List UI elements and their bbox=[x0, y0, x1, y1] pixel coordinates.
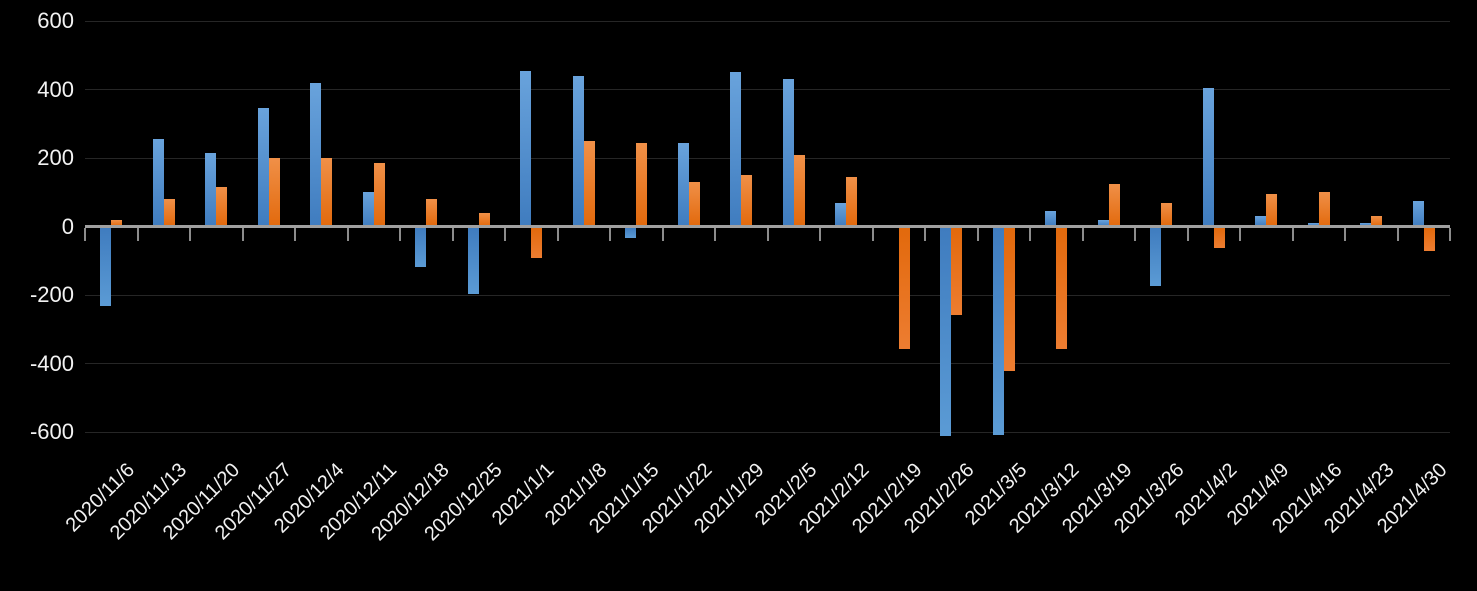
axis-tick bbox=[714, 227, 716, 241]
bar-orange bbox=[1056, 227, 1068, 350]
axis-tick bbox=[1081, 227, 1084, 241]
bar-blue bbox=[1202, 87, 1214, 227]
bar-orange bbox=[1266, 193, 1278, 227]
bar-blue bbox=[1045, 211, 1057, 227]
axis-tick bbox=[819, 227, 821, 241]
bar-orange bbox=[373, 163, 385, 227]
bar-orange bbox=[846, 176, 858, 227]
axis-tick bbox=[399, 227, 401, 241]
axis-tick bbox=[1449, 227, 1451, 241]
axis-tick bbox=[346, 227, 349, 241]
axis-tick bbox=[1186, 227, 1189, 241]
axis-tick bbox=[924, 227, 926, 241]
bar-blue bbox=[940, 227, 952, 437]
bar-orange bbox=[1318, 192, 1330, 227]
bar-blue bbox=[1097, 219, 1109, 227]
gridline bbox=[85, 294, 1450, 296]
bar-orange bbox=[583, 140, 595, 227]
bar-blue bbox=[782, 79, 794, 227]
bar-blue bbox=[310, 82, 322, 227]
y-axis-label: 0 bbox=[61, 213, 74, 239]
bar-orange bbox=[478, 212, 490, 227]
bar-orange bbox=[216, 187, 228, 227]
axis-tick bbox=[189, 227, 191, 241]
gridline bbox=[85, 363, 1450, 364]
y-axis-label: 600 bbox=[37, 8, 74, 33]
bar-orange bbox=[321, 158, 333, 227]
bar-blue bbox=[835, 202, 847, 227]
bar-orange bbox=[741, 175, 753, 227]
axis-tick bbox=[1029, 227, 1031, 241]
axis-tick bbox=[241, 227, 244, 241]
bar-orange bbox=[636, 142, 648, 227]
bar-orange bbox=[1003, 227, 1015, 372]
bar-blue bbox=[1412, 200, 1424, 227]
bar-blue bbox=[572, 75, 584, 227]
axis-tick bbox=[766, 227, 769, 241]
bar-blue bbox=[257, 108, 269, 227]
axis-tick bbox=[1291, 227, 1294, 241]
axis-tick bbox=[871, 227, 874, 241]
axis-tick bbox=[136, 227, 139, 241]
bar-blue bbox=[415, 227, 427, 267]
gridline bbox=[85, 157, 1450, 159]
bar-orange bbox=[688, 181, 700, 227]
gridline bbox=[85, 89, 1450, 90]
bar-blue bbox=[1360, 223, 1372, 227]
bar-blue bbox=[467, 227, 479, 295]
bar-orange bbox=[1108, 183, 1120, 227]
bar-orange bbox=[426, 199, 438, 227]
bar-blue bbox=[1307, 223, 1319, 227]
bar-blue bbox=[100, 227, 112, 307]
x-axis-line bbox=[85, 225, 1450, 228]
bar-orange bbox=[1161, 202, 1173, 227]
axis-tick bbox=[84, 227, 86, 241]
bar-orange bbox=[898, 227, 910, 350]
axis-tick bbox=[451, 227, 454, 241]
bar-orange bbox=[951, 227, 963, 315]
bar-orange bbox=[531, 227, 543, 259]
bar-orange bbox=[1371, 216, 1383, 227]
bar-orange bbox=[111, 219, 123, 227]
bar-blue bbox=[152, 139, 164, 227]
gridline bbox=[85, 431, 1450, 433]
bar-blue bbox=[205, 152, 217, 227]
axis-tick bbox=[1239, 227, 1241, 241]
bar-orange bbox=[268, 158, 280, 227]
axis-tick bbox=[556, 227, 559, 241]
bar-blue bbox=[992, 227, 1004, 435]
bar-blue bbox=[362, 192, 374, 227]
gridline bbox=[85, 20, 1450, 22]
axis-tick bbox=[294, 227, 296, 241]
y-axis-label: 400 bbox=[37, 76, 74, 102]
axis-tick bbox=[1134, 227, 1136, 241]
axis-tick bbox=[609, 227, 611, 241]
axis-tick bbox=[661, 227, 664, 241]
axis-tick bbox=[1344, 227, 1346, 241]
y-axis-label: -600 bbox=[29, 419, 74, 444]
y-axis-label: -400 bbox=[29, 350, 74, 376]
bar-orange bbox=[1423, 227, 1435, 252]
bar-blue bbox=[677, 142, 689, 227]
bar-blue bbox=[1150, 227, 1162, 286]
bar-blue bbox=[625, 227, 637, 238]
bar-orange bbox=[163, 199, 175, 227]
axis-tick bbox=[504, 227, 506, 241]
bar-blue bbox=[520, 70, 532, 227]
axis-tick bbox=[1396, 227, 1399, 241]
y-axis-label: -200 bbox=[29, 282, 74, 307]
bar-blue bbox=[730, 72, 742, 227]
bar-orange bbox=[793, 154, 805, 227]
bar-blue bbox=[1255, 216, 1267, 227]
y-axis-label: 200 bbox=[37, 145, 74, 170]
axis-tick bbox=[976, 227, 979, 241]
bar-orange bbox=[1213, 227, 1225, 249]
